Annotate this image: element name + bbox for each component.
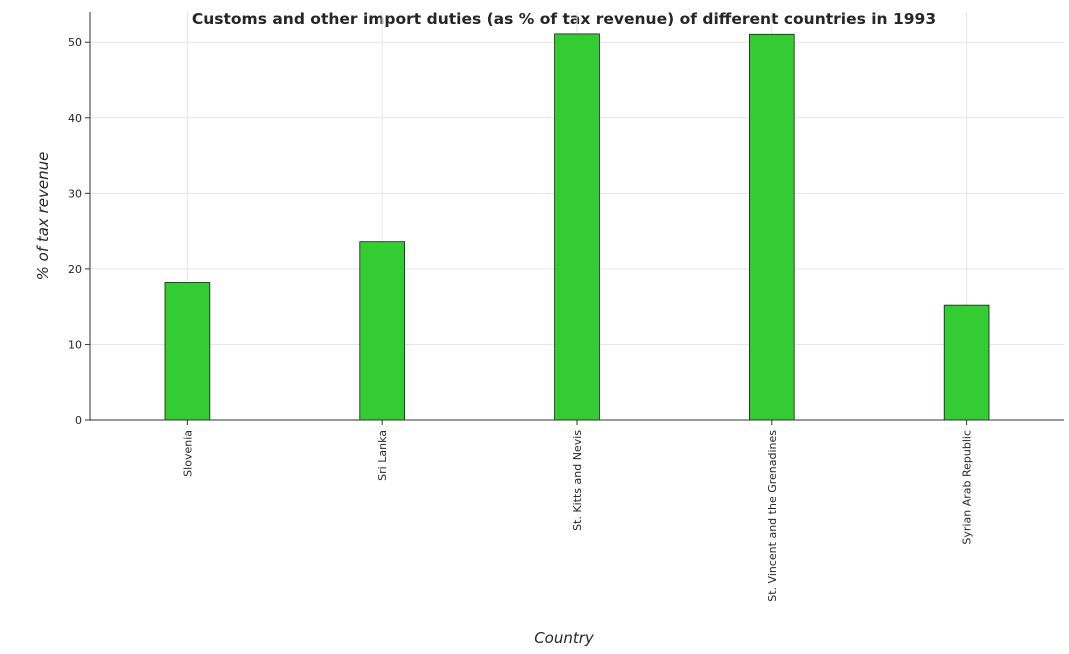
x-ticks: Slovenia Sri Lanka St. Kitts and Nevis St. … <box>181 420 974 602</box>
bars <box>164 33 990 421</box>
y-tick-label: 30 <box>68 187 82 200</box>
bar <box>164 282 211 421</box>
x-tick-label: Slovenia <box>181 430 194 477</box>
x-tick-label: Syrian Arab Republic <box>961 430 974 545</box>
bar <box>943 304 990 421</box>
x-tick-label: St. Kitts and Nevis <box>571 430 584 531</box>
bar <box>748 33 795 421</box>
y-tick-label: 20 <box>68 263 82 276</box>
y-ticks: 0 10 20 30 40 50 <box>68 36 90 427</box>
x-tick-label: St. Vincent and the Grenadines <box>766 430 779 602</box>
y-tick-label: 40 <box>68 112 82 125</box>
y-axis-title: % of tax revenue <box>34 152 52 281</box>
bar <box>554 33 600 421</box>
bar <box>359 241 406 421</box>
y-tick-label: 0 <box>75 414 82 427</box>
y-tick-label: 50 <box>68 36 82 49</box>
x-tick-label: Sri Lanka <box>376 430 389 481</box>
y-tick-label: 10 <box>68 338 82 351</box>
x-axis-title: Country <box>534 629 595 647</box>
chart-title: Customs and other import duties (as % of… <box>192 10 936 28</box>
